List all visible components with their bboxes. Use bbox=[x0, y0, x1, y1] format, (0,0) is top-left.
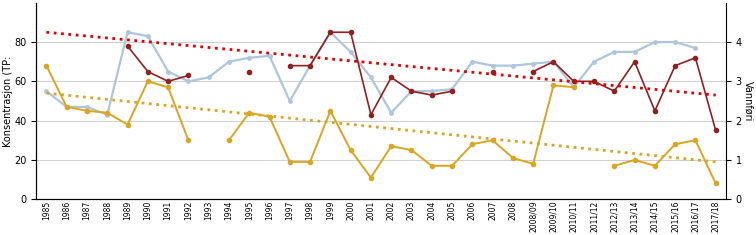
Y-axis label: Konsentrasjon (TP:: Konsentrasjon (TP: bbox=[3, 55, 13, 147]
Y-axis label: Vannføri: Vannføri bbox=[743, 81, 753, 121]
